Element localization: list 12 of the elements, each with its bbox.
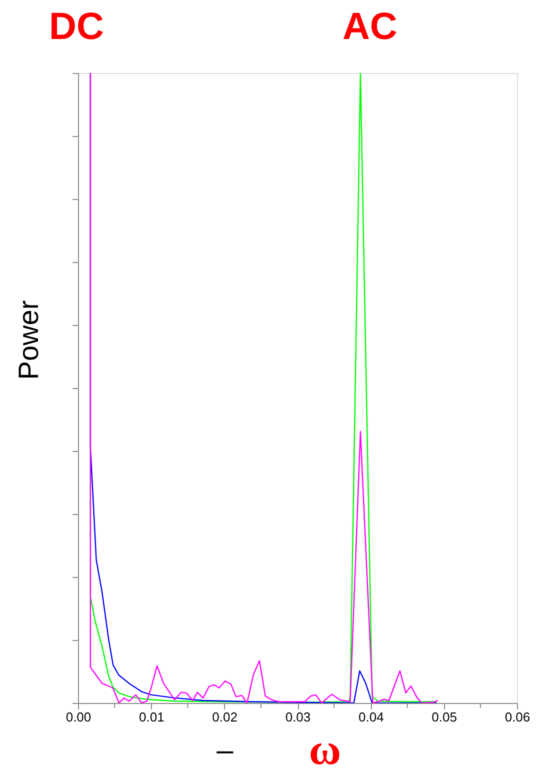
x-tick-label: 0.02 [212, 710, 238, 724]
annotation: DC [48, 6, 104, 48]
x-tick-label: 0.04 [358, 710, 384, 724]
x-tick-label: 0.00 [66, 710, 92, 724]
x-tick-label: 0.05 [432, 710, 457, 724]
y-axis-title: Power [13, 300, 44, 380]
x-tick-label: 0.01 [139, 710, 164, 724]
x-axis-title: ω [308, 725, 342, 774]
x-tick-label: 0.03 [285, 710, 311, 724]
text: – [216, 734, 234, 767]
annotation: AC [342, 6, 398, 48]
x-tick-label: 0.06 [504, 710, 530, 724]
